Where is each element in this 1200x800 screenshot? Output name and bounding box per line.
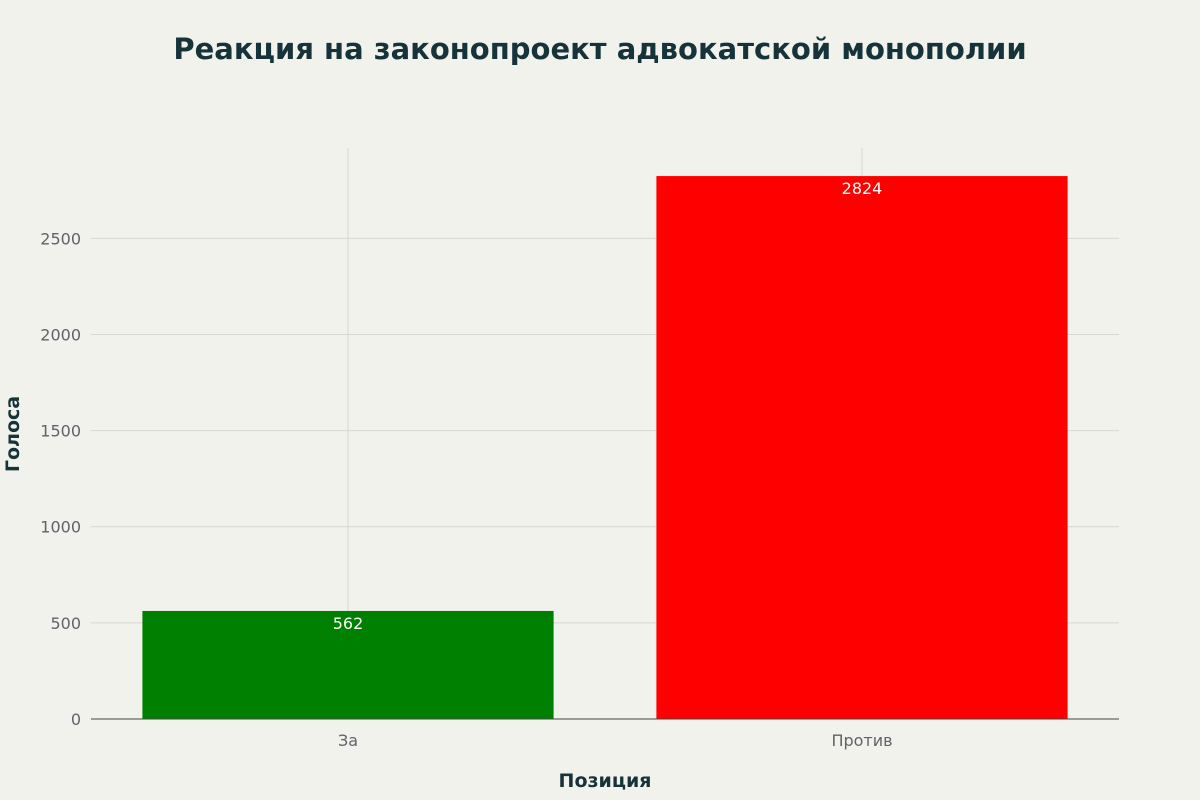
- bar-2: [656, 176, 1068, 720]
- data-labels: 562 2824: [333, 179, 883, 633]
- chart-title: Реакция на законопроект адвокатской моно…: [173, 32, 1026, 66]
- x-tick-label: Против: [831, 731, 892, 750]
- x-axis-ticks: За Против: [338, 731, 893, 750]
- bar-1: [142, 610, 554, 719]
- y-tick-label: 1500: [40, 422, 81, 441]
- y-tick-label: 2000: [40, 325, 81, 344]
- y-tick-label: 500: [50, 614, 81, 633]
- bar-value-label: 562: [333, 614, 364, 633]
- x-tick-label: За: [338, 731, 358, 750]
- bar-value-label: 2824: [842, 179, 883, 198]
- x-axis-title: Позиция: [559, 770, 652, 792]
- y-tick-label: 2500: [40, 229, 81, 248]
- y-axis-title: Голоса: [2, 396, 24, 472]
- bars: [142, 176, 1068, 720]
- y-tick-label: 1000: [40, 518, 81, 537]
- y-tick-label: 0: [71, 710, 81, 729]
- y-axis-ticks: 0 500 1000 1500 2000 2500: [40, 229, 81, 729]
